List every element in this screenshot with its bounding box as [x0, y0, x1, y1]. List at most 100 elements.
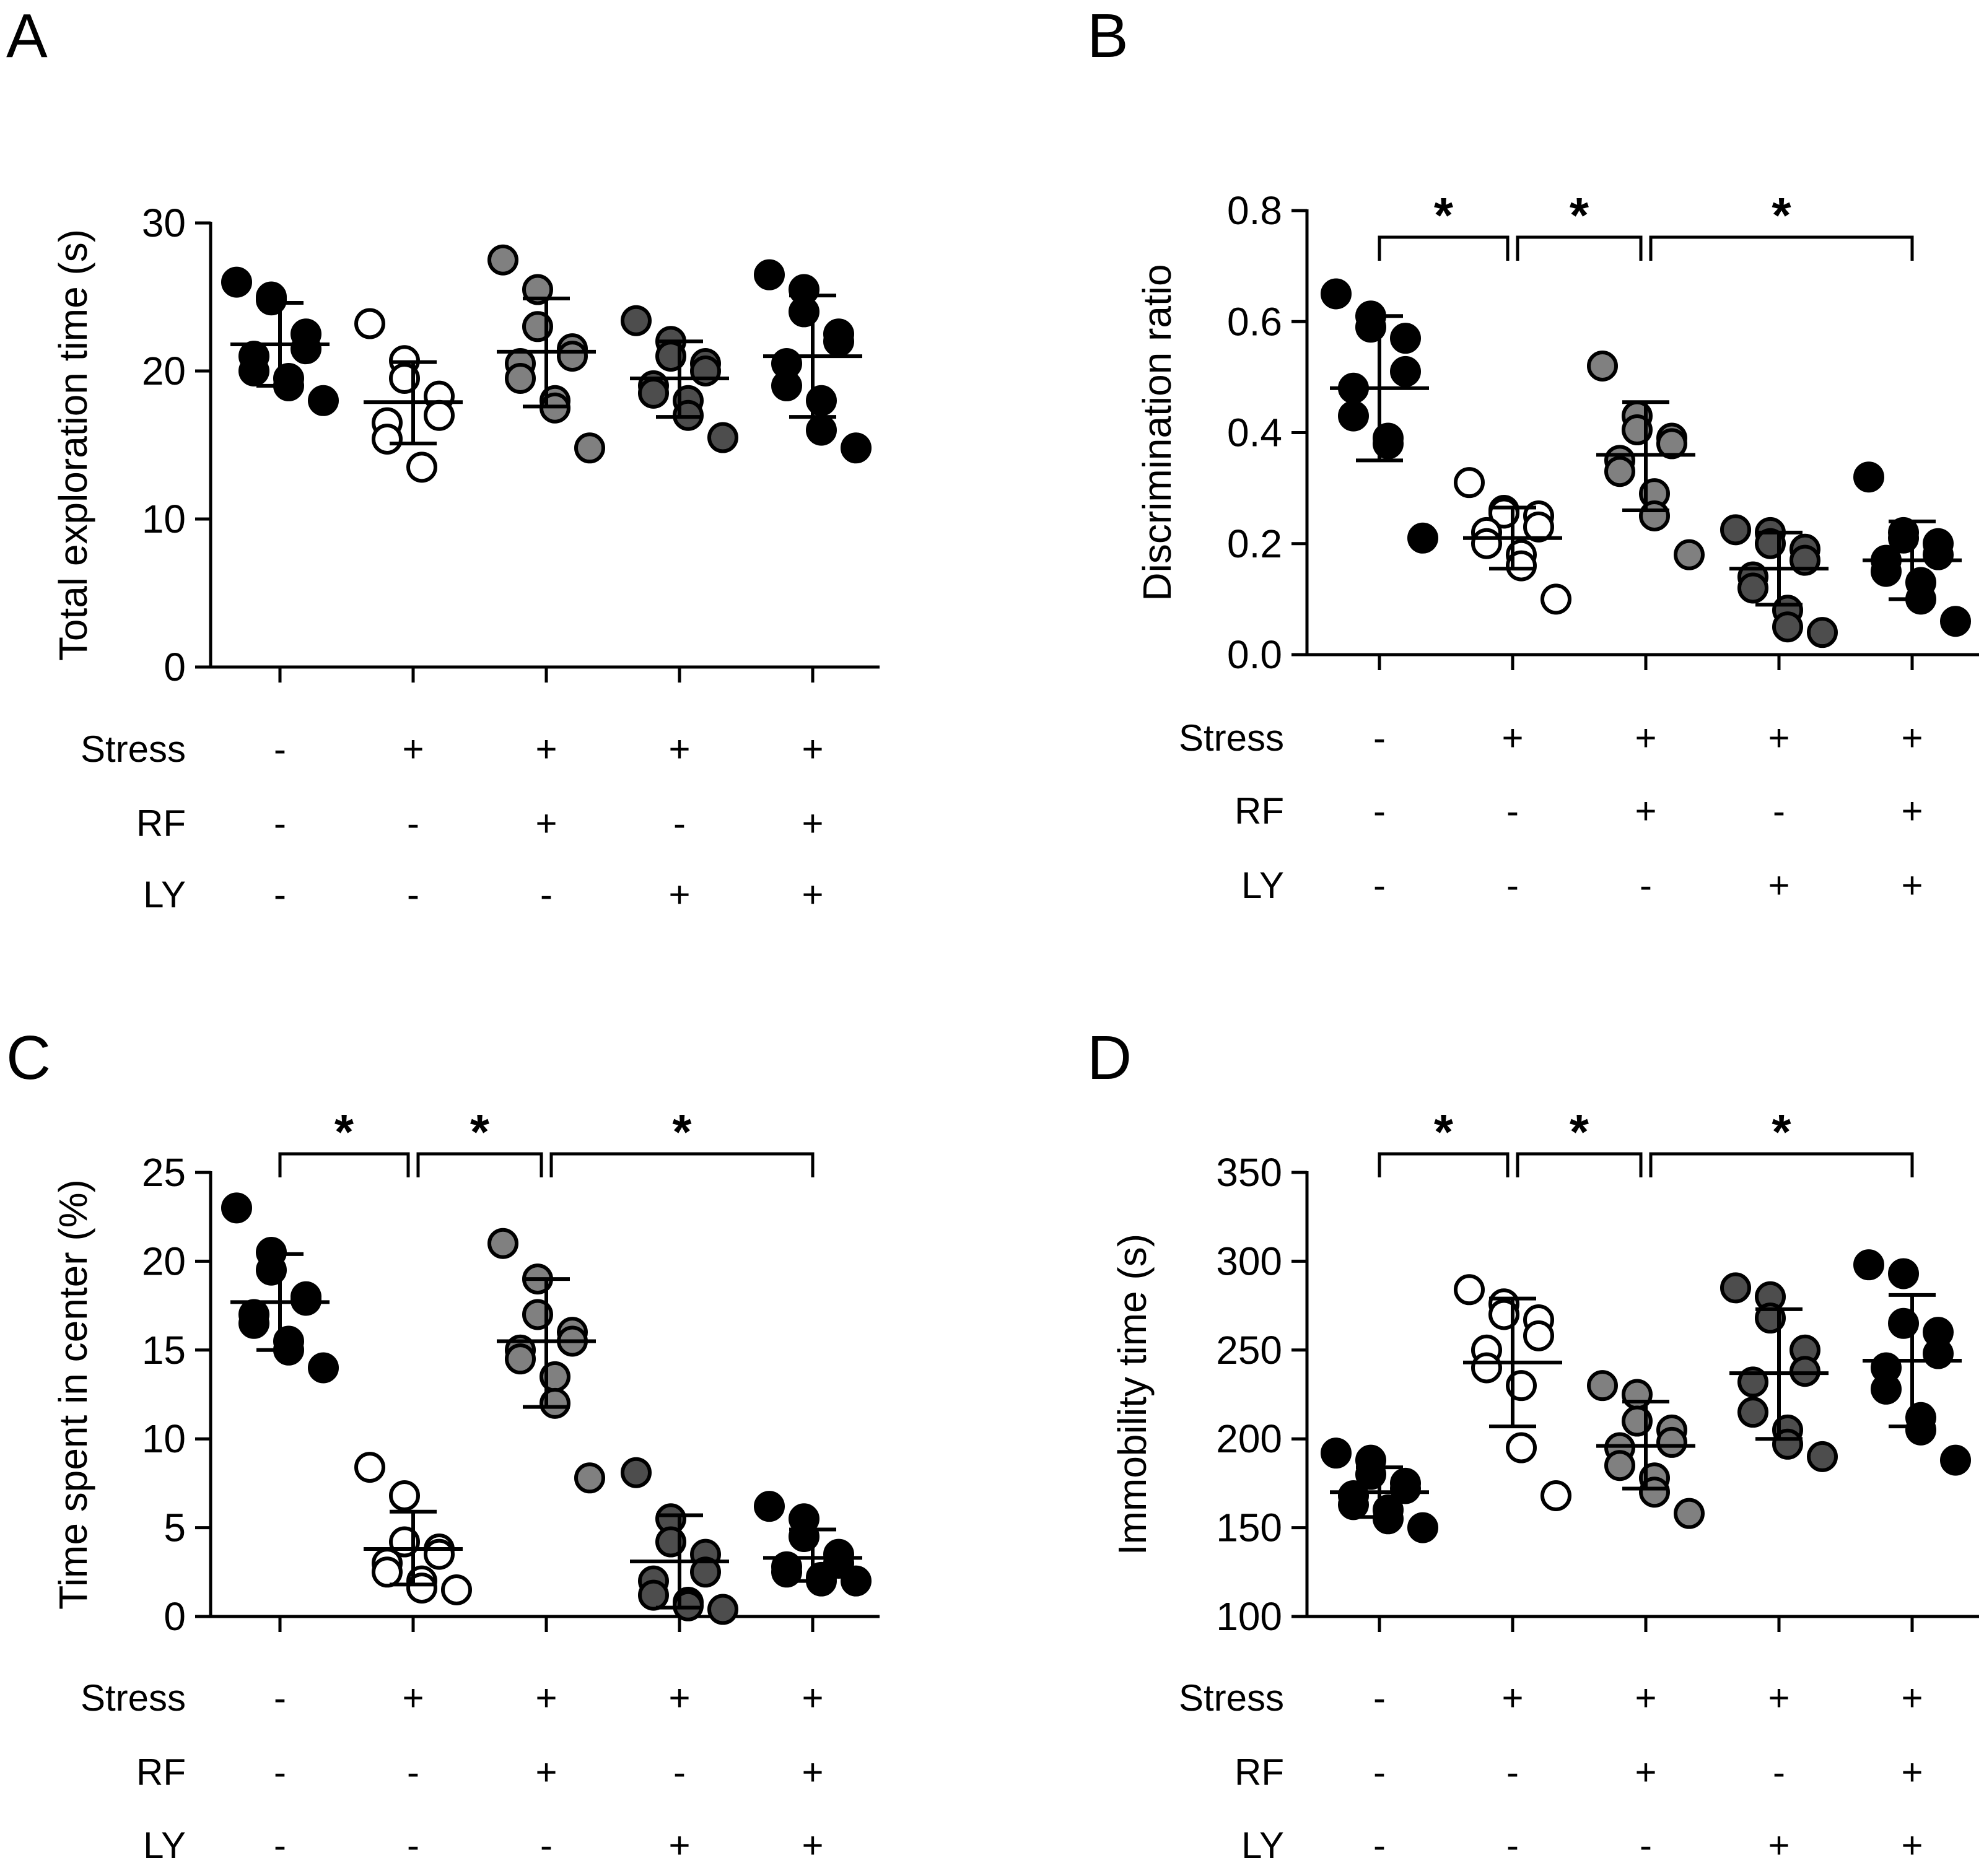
data-point [221, 1192, 252, 1224]
significance-bracket [1516, 235, 1643, 261]
panel-letter: C [6, 1023, 51, 1093]
data-point [638, 377, 669, 409]
data-point [372, 1556, 403, 1588]
y-tick-label: 0.4 [1227, 411, 1282, 455]
condition-sign: - [407, 1752, 419, 1793]
condition-sign: + [1901, 1825, 1923, 1866]
condition-sign: + [1635, 790, 1656, 832]
condition-sign: + [1635, 1677, 1656, 1719]
data-point [406, 452, 437, 483]
condition-sign: + [668, 1677, 690, 1719]
panel-letter: D [1087, 1023, 1132, 1093]
condition-sign: - [1640, 865, 1652, 906]
data-point [505, 362, 536, 394]
y-tick-label: 15 [142, 1328, 186, 1372]
data-point [1737, 572, 1768, 604]
data-point [707, 422, 738, 453]
data-point [1674, 539, 1705, 570]
condition-sign: + [802, 874, 823, 915]
data-point [1772, 611, 1803, 643]
significance-star: * [1570, 1104, 1589, 1159]
data-point [754, 259, 785, 290]
condition-sign: - [1506, 1752, 1519, 1793]
data-point [1390, 1473, 1421, 1504]
condition-label: RF [1235, 790, 1284, 832]
y-axis-title: Immobility time (s) [1110, 1234, 1155, 1555]
y-tick-label: 100 [1216, 1594, 1282, 1639]
y-tick-label: 0 [164, 1594, 186, 1639]
data-point [372, 423, 403, 455]
data-point [1338, 1489, 1369, 1520]
data-point [1471, 1352, 1502, 1384]
condition-sign: - [274, 1677, 286, 1719]
panel-b: B Discrimination ratio 0.0 0.2 0.4 0.6 0.8 * * * S… [1087, 1, 1979, 906]
data-point [1407, 522, 1438, 554]
data-point [574, 432, 605, 464]
data-point [1853, 461, 1884, 493]
data-point [1737, 1366, 1768, 1398]
significance-bracket [1378, 235, 1510, 261]
data-point [1720, 514, 1751, 546]
data-point [1338, 400, 1369, 432]
data-point [1540, 583, 1571, 615]
data-point [1871, 1373, 1902, 1405]
condition-sign: + [1635, 1752, 1656, 1793]
data-point [1321, 1438, 1352, 1469]
condition-sign: + [1768, 865, 1790, 906]
data-point [308, 1352, 339, 1384]
data-point [522, 274, 553, 305]
data-point [1407, 1512, 1438, 1543]
data-point [841, 432, 872, 464]
condition-sign: - [1373, 790, 1386, 832]
significance-star: * [1434, 188, 1454, 243]
significance-bracket [416, 1152, 543, 1177]
data-point [1923, 1338, 1954, 1369]
condition-label: Stress [1179, 717, 1284, 759]
data-point [238, 356, 269, 386]
y-tick-label: 0.0 [1227, 632, 1282, 677]
data-point [1940, 606, 1971, 637]
data-point [1506, 1432, 1537, 1464]
significance-bracket [1649, 1152, 1914, 1177]
y-tick-label: 20 [142, 349, 186, 393]
condition-sign: - [540, 874, 553, 915]
panel-d: D Immobility time (s) 100 150 200 250 300 350 * *… [1087, 1023, 1979, 1866]
condition-sign: + [802, 1752, 823, 1793]
condition-label: LY [1241, 1825, 1284, 1866]
data-point [1454, 1274, 1485, 1306]
condition-sign: + [1901, 865, 1923, 906]
condition-sign: + [802, 728, 823, 770]
data-point [1471, 528, 1502, 559]
data-point [771, 370, 802, 401]
condition-sign: - [1373, 865, 1386, 906]
condition-sign: + [802, 803, 823, 844]
panel-a: A Total exploration time (s) 0 10 20 30 Stress… [6, 1, 880, 915]
condition-sign: - [274, 1825, 286, 1866]
condition-sign: + [1901, 1752, 1923, 1793]
data-point [1390, 356, 1421, 387]
data-point [1321, 278, 1352, 310]
condition-sign: + [535, 1677, 557, 1719]
significance-star: * [1772, 1104, 1791, 1159]
significance-bracket [1649, 235, 1914, 261]
condition-sign: + [1501, 717, 1523, 759]
data-point [1523, 1320, 1554, 1351]
condition-label: RF [1235, 1752, 1284, 1793]
data-point [1674, 1498, 1705, 1529]
y-axis-title: Total exploration time (s) [51, 229, 95, 661]
y-tick-label: 30 [142, 201, 186, 245]
y-tick-label: 200 [1216, 1416, 1282, 1461]
data-point [1737, 1397, 1768, 1428]
condition-sign: - [1506, 790, 1519, 832]
data-point [1720, 1272, 1751, 1304]
condition-sign: - [274, 803, 286, 844]
data-point [1923, 539, 1954, 570]
data-point [690, 1556, 721, 1588]
data-point [754, 1491, 785, 1522]
condition-sign: - [407, 1825, 419, 1866]
significance-bracket [1378, 1152, 1510, 1177]
condition-sign: + [1501, 1677, 1523, 1719]
significance-bracket [1516, 1152, 1643, 1177]
condition-sign: + [802, 1677, 823, 1719]
condition-sign: - [1773, 790, 1785, 832]
